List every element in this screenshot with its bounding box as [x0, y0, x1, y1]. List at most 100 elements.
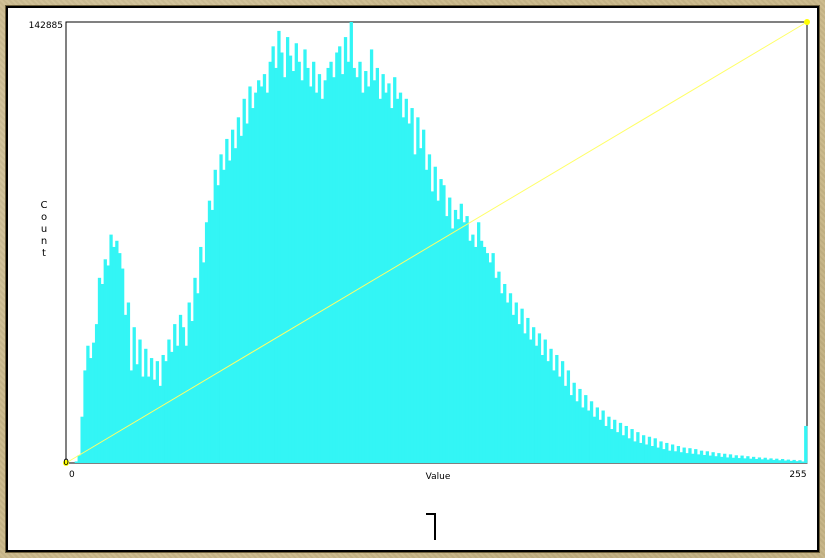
histogram-bar — [274, 67, 278, 463]
histogram-bar — [497, 271, 501, 463]
histogram-bar — [306, 67, 310, 463]
histogram-bar — [262, 74, 267, 464]
histogram-bar — [132, 327, 136, 463]
histogram-bar — [448, 197, 452, 463]
histogram-bar — [456, 219, 461, 463]
histogram-bar — [636, 432, 640, 463]
histogram-bar — [219, 154, 223, 464]
histogram-bar — [587, 410, 591, 463]
histogram-bar — [395, 98, 400, 463]
histogram-bar — [135, 364, 139, 463]
histogram-bar — [757, 457, 762, 463]
histogram-bar — [424, 169, 429, 464]
histogram-bar — [236, 117, 241, 463]
y-tick-max: 142885 — [29, 21, 63, 31]
histogram-bar — [372, 80, 377, 463]
histogram-bar — [184, 345, 188, 463]
histogram-bar — [326, 67, 330, 463]
histogram-bar — [763, 457, 767, 463]
histogram-bar — [479, 240, 484, 463]
histogram-bar — [277, 30, 281, 464]
histogram-bar — [74, 461, 78, 463]
histogram-bar — [662, 449, 666, 463]
histogram-bar — [291, 71, 296, 463]
histogram-bar — [772, 459, 776, 463]
histogram-bar — [546, 361, 550, 463]
histogram-bar — [558, 376, 562, 463]
histogram-bar — [320, 98, 325, 463]
histogram-bar — [505, 302, 510, 463]
histogram-bar — [630, 429, 634, 463]
histogram-bar — [749, 458, 753, 463]
histogram-bar — [193, 277, 197, 463]
histogram-bar — [563, 385, 568, 463]
histogram-bar — [103, 259, 107, 463]
histogram-bar — [369, 49, 374, 464]
histogram-bar — [213, 169, 217, 464]
histogram-bar — [569, 395, 573, 463]
histogram-bar — [398, 92, 403, 463]
histogram-bar — [532, 327, 536, 463]
histogram-bar — [375, 67, 379, 463]
histogram-bar — [155, 361, 160, 463]
histogram-bar — [670, 444, 675, 463]
histogram-bar — [769, 458, 773, 463]
histogram-bar — [711, 452, 715, 463]
histogram-bar — [77, 455, 81, 463]
histogram-bar — [511, 314, 516, 463]
histogram-bar — [491, 253, 495, 463]
curve-control-point-end[interactable] — [804, 19, 810, 25]
histogram-bar — [760, 459, 764, 463]
histogram-bar — [92, 342, 96, 463]
histogram-bar — [251, 108, 255, 463]
histogram-bar — [187, 302, 191, 463]
histogram-bar — [720, 456, 724, 463]
histogram-bar — [642, 435, 646, 463]
histogram-bar — [387, 83, 391, 464]
histogram-bar — [691, 453, 695, 463]
histogram-bar — [442, 185, 446, 463]
histogram-bar — [83, 370, 87, 463]
histogram-bar — [106, 265, 110, 463]
x-tick-max: 255 — [789, 470, 806, 480]
curve-control-point-start[interactable] — [63, 460, 69, 466]
histogram-bar — [404, 98, 408, 463]
histogram-bar — [728, 454, 733, 463]
histogram-bar — [346, 61, 351, 464]
histogram-bar — [335, 52, 339, 463]
histogram-bar — [789, 460, 793, 463]
histogram-bar — [581, 407, 585, 463]
histogram-bar — [604, 425, 608, 463]
histogram-bar — [329, 61, 333, 464]
histogram-bar — [613, 419, 617, 463]
histogram-bar — [118, 253, 122, 463]
histogram-bar — [312, 61, 316, 464]
histogram-bar — [517, 324, 521, 463]
histogram-bar — [80, 416, 84, 463]
histogram-bar — [534, 345, 539, 463]
histogram-bar — [323, 80, 327, 463]
histogram-bar — [89, 358, 93, 463]
histogram-bar — [94, 324, 99, 463]
histogram-bar — [378, 98, 382, 463]
histogram-bar — [699, 450, 704, 463]
histogram-bar — [332, 77, 336, 463]
histogram-bar — [589, 401, 594, 463]
histogram-bar — [607, 416, 611, 463]
histogram-bar — [413, 154, 417, 464]
histogram-bar — [121, 268, 125, 463]
histogram-bar — [309, 86, 313, 464]
histogram-bar — [471, 234, 475, 463]
y-axis-label-letter: n — [41, 236, 47, 247]
histogram-bar — [401, 117, 406, 463]
histogram-bar — [688, 448, 692, 463]
histogram-bar — [575, 401, 579, 463]
histogram-bar — [697, 454, 701, 463]
histogram-bar — [433, 166, 437, 463]
histogram-bar — [115, 240, 119, 463]
histogram-bar — [358, 61, 362, 464]
histogram-bar — [627, 438, 631, 463]
histogram-bar — [147, 376, 151, 463]
histogram-bar — [714, 456, 718, 463]
histogram-bar — [780, 458, 785, 463]
